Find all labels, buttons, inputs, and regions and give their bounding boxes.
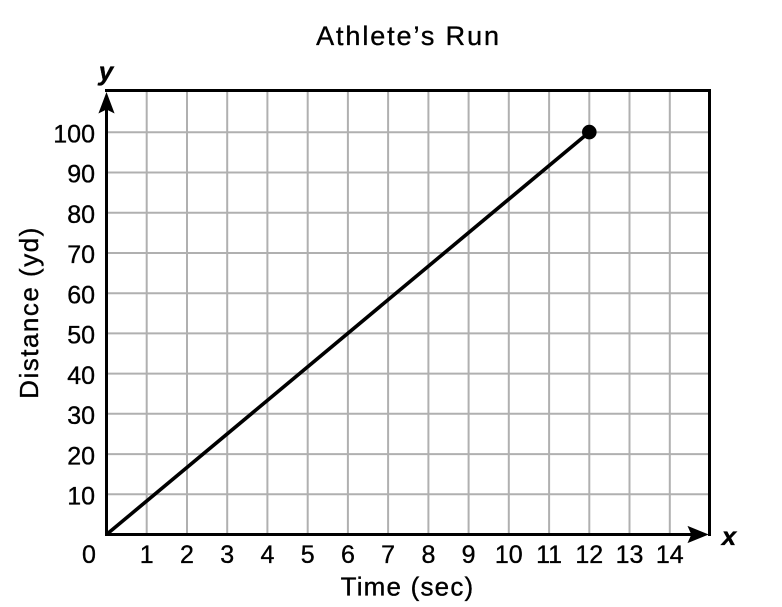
svg-text:7: 7 xyxy=(381,541,395,569)
svg-text:0: 0 xyxy=(82,541,96,569)
svg-text:1: 1 xyxy=(140,541,154,569)
svg-text:100: 100 xyxy=(53,121,95,149)
svg-text:3: 3 xyxy=(220,541,234,569)
svg-text:14: 14 xyxy=(656,541,684,569)
svg-text:10: 10 xyxy=(495,541,523,569)
svg-text:60: 60 xyxy=(67,281,95,309)
svg-text:50: 50 xyxy=(67,322,95,350)
svg-text:9: 9 xyxy=(462,541,476,569)
svg-text:8: 8 xyxy=(421,541,435,569)
svg-text:Athlete’s Run: Athlete’s Run xyxy=(316,21,501,51)
svg-text:4: 4 xyxy=(260,541,274,569)
svg-text:30: 30 xyxy=(67,402,95,430)
svg-text:5: 5 xyxy=(301,541,315,569)
svg-text:2: 2 xyxy=(180,541,194,569)
svg-text:90: 90 xyxy=(67,161,95,189)
svg-text:70: 70 xyxy=(67,241,95,269)
svg-text:13: 13 xyxy=(616,541,644,569)
svg-text:11: 11 xyxy=(536,541,562,569)
svg-text:40: 40 xyxy=(67,362,95,390)
svg-text:Distance (yd): Distance (yd) xyxy=(14,226,44,399)
svg-text:20: 20 xyxy=(67,442,95,470)
svg-text:10: 10 xyxy=(67,483,95,511)
svg-text:Time (sec): Time (sec) xyxy=(341,572,475,602)
svg-text:80: 80 xyxy=(67,201,95,229)
svg-text:x: x xyxy=(720,521,738,551)
svg-text:12: 12 xyxy=(575,541,603,569)
svg-text:y: y xyxy=(97,56,115,86)
svg-text:6: 6 xyxy=(341,541,355,569)
